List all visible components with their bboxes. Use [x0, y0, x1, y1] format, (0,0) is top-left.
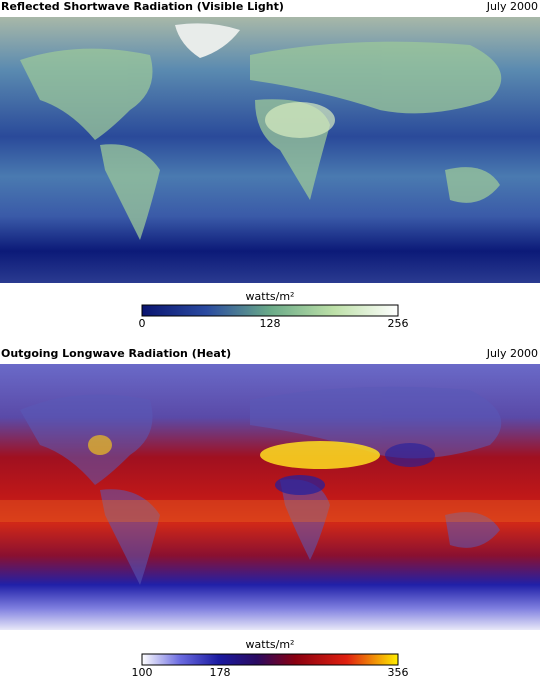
colorbar-label: watts/m² [246, 290, 295, 303]
colorbar-ticks: 0 128 256 [139, 317, 409, 330]
shortwave-map [0, 17, 540, 283]
colorbar-tick-label: 356 [388, 666, 409, 678]
map-title: Outgoing Longwave Radiation (Heat) [1, 347, 231, 360]
colorbar-label: watts/m² [246, 638, 295, 651]
colorbar-tick-label: 256 [388, 317, 409, 330]
colorbar-tick-label: 100 [132, 666, 153, 678]
colorbar [141, 304, 399, 317]
longwave-map [0, 364, 540, 630]
colorbar-tick-label: 178 [210, 666, 231, 678]
map-date: July 2000 [486, 0, 538, 13]
map-title: Reflected Shortwave Radiation (Visible L… [1, 0, 284, 13]
map-date: July 2000 [486, 347, 538, 360]
colorbar [141, 653, 399, 666]
colorbar-tick-label: 128 [260, 317, 281, 330]
colorbar-ticks: 100 178 356 [132, 666, 409, 678]
colorbar-tick-label: 0 [139, 317, 146, 330]
